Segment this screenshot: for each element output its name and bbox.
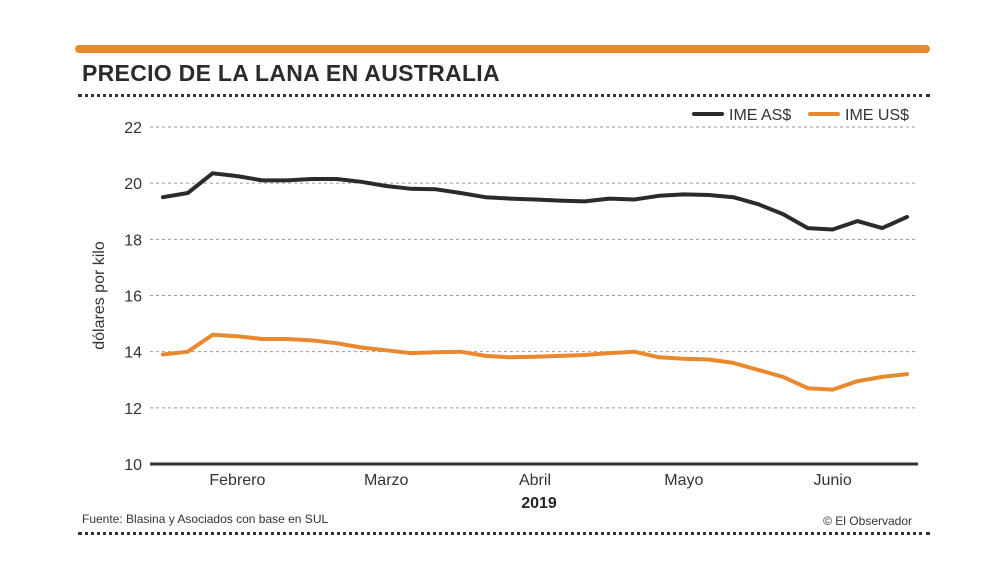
x-axis-label: 2019 <box>521 495 557 512</box>
data-point-ime-us <box>260 337 264 341</box>
data-point-ime-as <box>235 174 239 178</box>
data-point-ime-us <box>434 350 438 354</box>
data-point-ime-as <box>583 199 587 204</box>
data-point-ime-us <box>459 350 463 354</box>
data-point-ime-as <box>434 187 438 191</box>
data-point-ime-as <box>533 197 537 202</box>
data-point-ime-as <box>880 226 884 230</box>
x-tick-label-abril: Abril <box>519 472 551 489</box>
accent-bar <box>75 45 930 53</box>
data-point-ime-us <box>781 375 785 379</box>
data-point-ime-us <box>558 354 562 358</box>
data-point-ime-as <box>731 195 736 199</box>
data-point-ime-us <box>335 341 339 345</box>
data-point-ime-us <box>731 361 736 365</box>
data-point-ime-as <box>657 194 661 198</box>
data-point-ime-us <box>235 334 239 338</box>
data-point-ime-us <box>483 354 487 358</box>
data-point-ime-as <box>409 187 413 191</box>
data-point-ime-us <box>533 355 537 359</box>
source-note: Fuente: Blasina y Asociados con base en … <box>82 512 329 526</box>
data-point-ime-as <box>359 180 363 184</box>
data-point-ime-as <box>756 202 760 206</box>
data-point-ime-us <box>409 351 413 355</box>
bottom-dotted-divider <box>78 532 930 535</box>
data-point-ime-us <box>607 351 612 355</box>
data-point-ime-as <box>260 178 264 182</box>
data-point-ime-us <box>657 355 661 359</box>
x-tick-label-mayo: Mayo <box>664 472 703 489</box>
data-point-ime-us <box>880 375 884 379</box>
data-point-ime-as <box>558 198 562 203</box>
data-point-ime-as <box>285 178 289 182</box>
data-point-ime-as <box>781 212 785 216</box>
data-point-ime-us <box>211 333 215 337</box>
data-point-ime-us <box>682 357 686 361</box>
data-point-ime-us <box>161 352 165 357</box>
data-point-ime-us <box>359 345 363 350</box>
data-point-ime-as <box>335 177 339 181</box>
legend-label-ime-us: IME US$ <box>845 107 909 124</box>
data-point-ime-as <box>161 195 165 199</box>
data-point-ime-us <box>310 338 314 343</box>
data-point-ime-us <box>583 353 587 357</box>
top-dotted-divider <box>78 94 930 97</box>
data-point-ime-as <box>483 195 487 199</box>
data-point-ime-as <box>211 171 215 175</box>
x-tick-label-marzo: Marzo <box>364 472 409 489</box>
y-tick-label-16: 16 <box>124 289 142 306</box>
x-tick-label-junio: Junio <box>813 472 851 489</box>
legend-label-ime-as: IME AS$ <box>729 107 791 124</box>
x-tick-label-febrero: Febrero <box>209 472 265 489</box>
series-line-ime-us <box>161 332 909 392</box>
data-point-ime-us <box>905 372 909 376</box>
data-point-ime-us <box>186 350 190 354</box>
y-axis-label: dólares por kilo <box>91 241 108 350</box>
data-point-ime-us <box>831 387 835 392</box>
data-point-ime-us <box>384 348 388 352</box>
data-point-ime-us <box>632 350 636 354</box>
data-point-ime-as <box>310 177 314 181</box>
data-point-ime-as <box>607 197 612 201</box>
data-point-ime-us <box>707 357 711 362</box>
y-tick-label-12: 12 <box>124 401 142 418</box>
data-point-ime-as <box>186 191 190 195</box>
y-tick-label-14: 14 <box>124 345 142 362</box>
data-point-ime-as <box>855 219 860 223</box>
data-point-ime-as <box>384 184 388 188</box>
data-point-ime-as <box>682 192 686 196</box>
data-point-ime-as <box>707 193 711 197</box>
data-point-ime-us <box>508 355 512 359</box>
chart-title: PRECIO DE LA LANA EN AUSTRALIA <box>82 60 500 86</box>
data-point-ime-as <box>831 227 835 232</box>
y-tick-label-18: 18 <box>124 232 142 249</box>
data-point-ime-us <box>756 368 760 372</box>
data-point-ime-as <box>459 191 463 195</box>
data-point-ime-us <box>285 337 289 341</box>
data-point-ime-as <box>632 197 636 202</box>
data-point-ime-us <box>855 379 860 383</box>
y-tick-label-22: 22 <box>124 120 142 137</box>
credit-note: © El Observador <box>823 514 912 528</box>
data-point-ime-as <box>508 197 512 201</box>
series-line-ime-as <box>161 171 909 232</box>
data-point-ime-as <box>905 215 909 219</box>
data-point-ime-us <box>806 386 810 390</box>
data-point-ime-as <box>806 226 810 230</box>
y-tick-label-10: 10 <box>124 457 142 474</box>
y-tick-label-20: 20 <box>124 176 142 193</box>
